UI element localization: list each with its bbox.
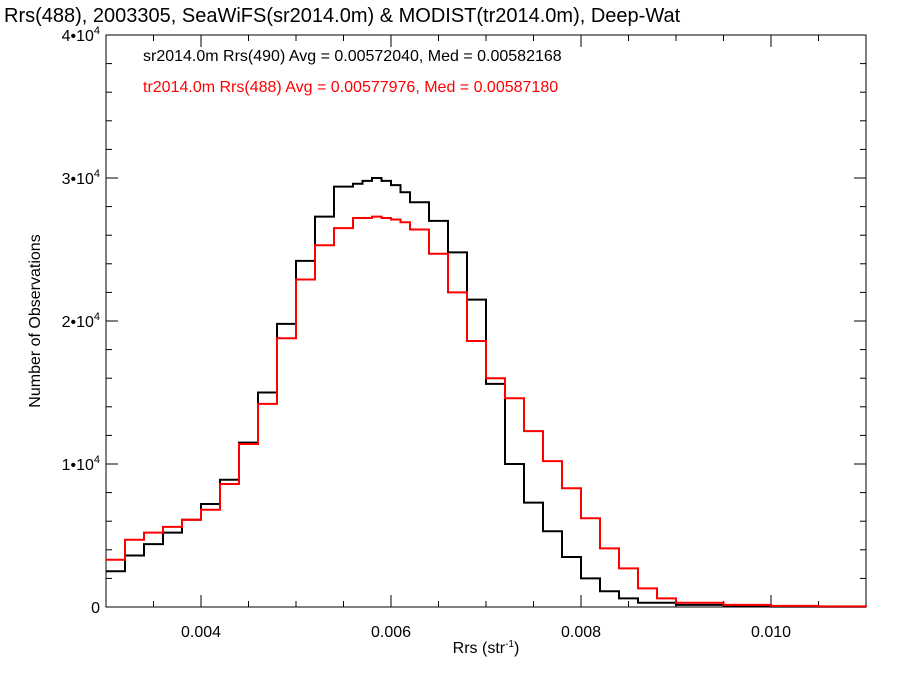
y-tick-label: 3•104 (62, 168, 100, 188)
x-tick-label: 0.006 (371, 624, 411, 641)
y-tick-label: 2•104 (62, 311, 100, 331)
series-line-1 (106, 215, 867, 608)
series-layer (106, 177, 867, 608)
axis-ticks (105, 34, 867, 608)
x-axis-label: Rrs (str-1) (453, 639, 520, 657)
y-tick-label: 4•104 (62, 25, 100, 45)
series-line-0 (106, 177, 867, 608)
y-tick-labels: 0 1•104 2•104 3•104 4•104 (62, 25, 101, 617)
y-tick-label: 1•104 (62, 454, 100, 474)
x-tick-label: 0.004 (181, 624, 221, 641)
x-tick-labels: 0.004 0.006 0.008 0.010 (181, 624, 791, 641)
y-tick-label: 0 (91, 600, 100, 617)
y-axis-label: Number of Observations (27, 234, 44, 407)
legend-entry-sr2014: sr2014.0m Rrs(490) Avg = 0.00572040, Med… (143, 48, 562, 65)
x-tick-label: 0.008 (561, 624, 601, 641)
x-tick-label: 0.010 (751, 624, 791, 641)
legend-entry-tr2014: tr2014.0m Rrs(488) Avg = 0.00577976, Med… (143, 79, 558, 96)
chart-title: Rrs(488), 2003305, SeaWiFS(sr2014.0m) & … (4, 5, 681, 27)
